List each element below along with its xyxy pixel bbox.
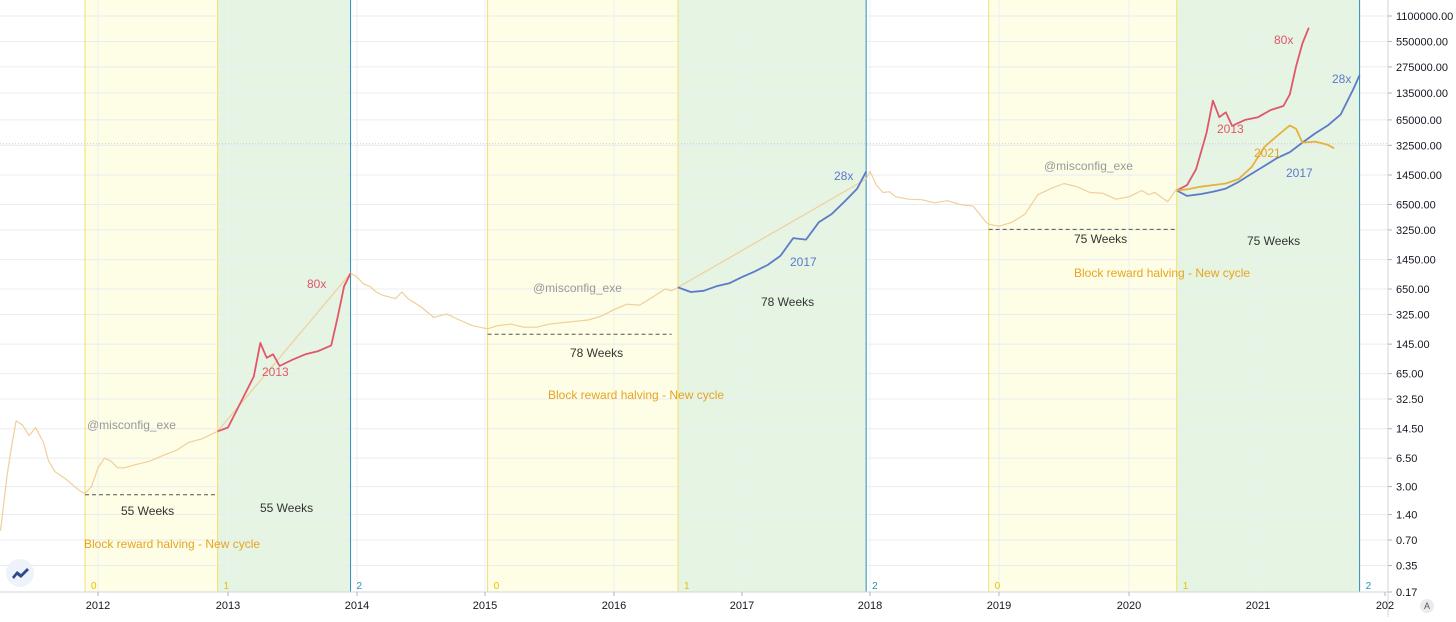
series-cycle_2021 [1176,124,1335,192]
zone-yellow-4 [988,0,1177,592]
zone-marker-1: 1 [224,581,230,592]
y-tick-label-1: 550000.00 [1396,36,1448,48]
chart-logo-icon [12,568,29,579]
watermark-2: @misconfig_exe [533,281,622,295]
auto-scale-button[interactable]: A [1420,599,1434,613]
zone-marker-3: 0 [494,581,500,592]
cycle2-multiplier-label: 28x [834,169,853,183]
y-tick-label-9: 1450.00 [1396,255,1436,267]
x-tick-label-9: 202 [1376,600,1394,612]
x-tick-label-3: 2015 [473,600,497,612]
tradingview-logo[interactable] [6,559,34,587]
y-tick-label-19: 0.70 [1396,535,1417,547]
cycle3-2013-label: 2013 [1217,122,1244,136]
series-lines [0,27,1361,531]
cycle3-28x-label: 28x [1332,72,1351,86]
zone-green-1 [217,0,351,592]
y-tick-label-16: 6.50 [1396,453,1417,465]
y-tick-label-11: 325.00 [1396,309,1430,321]
x-tick-label-2: 2014 [345,600,369,612]
cycle2-year-label: 2017 [790,255,817,269]
y-axis: 1100000.00 550000.00 275000.00 135000.00 650… [1387,0,1453,617]
overlay-c2_2017 [677,170,867,293]
halving-label-2: Block reward halving - New cycle [548,388,724,402]
y-tick-label-4: 65000.00 [1396,115,1442,127]
x-tick-label-8: 2020 [1117,600,1141,612]
halving-label-3: Block reward halving - New cycle [1074,266,1250,280]
cycle1-multiplier-label: 80x [307,277,326,291]
y-tick-label-7: 6500.00 [1396,199,1436,211]
weeks-label-b2: 78 Weeks [761,295,814,309]
y-tick-label-12: 145.00 [1396,339,1430,351]
y-tick-label-14: 32.50 [1396,394,1424,406]
zone-markers: 0 1 2 0 1 2 0 1 2 [91,581,1372,592]
zone-marker-0: 0 [91,581,97,592]
y-tick-label-17: 3.00 [1396,482,1417,494]
zone-marker-4: 1 [684,581,690,592]
y-tick-label-0: 1100000.00 [1396,11,1453,23]
y-tick-label-2: 275000.00 [1396,62,1448,74]
y-tick-label-13: 65.00 [1396,369,1424,381]
y-tick-label-20: 0.35 [1396,560,1417,572]
zone-marker-2: 2 [357,581,363,592]
dashed-baselines [85,228,1177,496]
cycle3-2017-label: 2017 [1286,166,1313,180]
y-tick-label-6: 14500.00 [1396,170,1442,182]
weeks-label-a2: 55 Weeks [260,501,313,515]
y-tick-label-3: 135000.00 [1396,88,1448,100]
series-cycle_2017 [1176,74,1361,197]
zone-yellow-2 [487,0,678,592]
zone-boundary-lines [84,0,1361,592]
zone-marker-7: 1 [1183,581,1189,592]
y-tick-label-5: 32500.00 [1396,140,1442,152]
halving-label-1: Block reward halving - New cycle [84,537,260,551]
weeks-label-b1: 78 Weeks [570,346,623,360]
grid [0,0,1388,593]
watermark-3: @misconfig_exe [1044,159,1133,173]
series-cycle_2013 [1176,27,1310,192]
cycle3-80x-label: 80x [1274,33,1293,47]
x-tick-label-0: 2012 [86,600,110,612]
series-price_history [0,170,1178,531]
cycle1-year-label: 2013 [262,365,289,379]
overlay-c1_2013 [217,272,352,433]
x-tick-label-5: 2017 [730,600,754,612]
cycle-zones [85,0,1360,592]
x-axis: 2012 2013 2014 2015 2016 2017 2018 2019 2020 202 2… [0,591,1394,612]
x-tick-label-2021: 2021 [1246,600,1270,612]
y-tick-label-10: 650.00 [1396,284,1430,296]
y-tick-label-18: 1.40 [1396,510,1417,522]
weeks-label-c2: 75 Weeks [1247,234,1300,248]
watermark-1: @misconfig_exe [87,418,176,432]
zone-marker-5: 2 [872,581,878,592]
y-tick-label-21: 0.17 [1396,587,1417,599]
x-tick-label-7: 2019 [987,600,1011,612]
zone-marker-8: 2 [1366,581,1372,592]
weeks-label-c1: 75 Weeks [1074,232,1127,246]
x-tick-label-1: 2013 [216,600,240,612]
y-tick-label-15: 14.50 [1396,424,1424,436]
cycle3-2021-label: 2021 [1254,146,1281,160]
weeks-label-a1: 55 Weeks [121,504,174,518]
zone-marker-6: 0 [995,581,1001,592]
y-tick-label-8: 3250.00 [1396,225,1436,237]
zone-green-5 [1176,0,1360,592]
x-tick-label-4: 2016 [602,600,626,612]
zone-yellow-0 [85,0,218,592]
x-tick-label-6: 2018 [858,600,882,612]
zone-green-3 [678,0,867,592]
